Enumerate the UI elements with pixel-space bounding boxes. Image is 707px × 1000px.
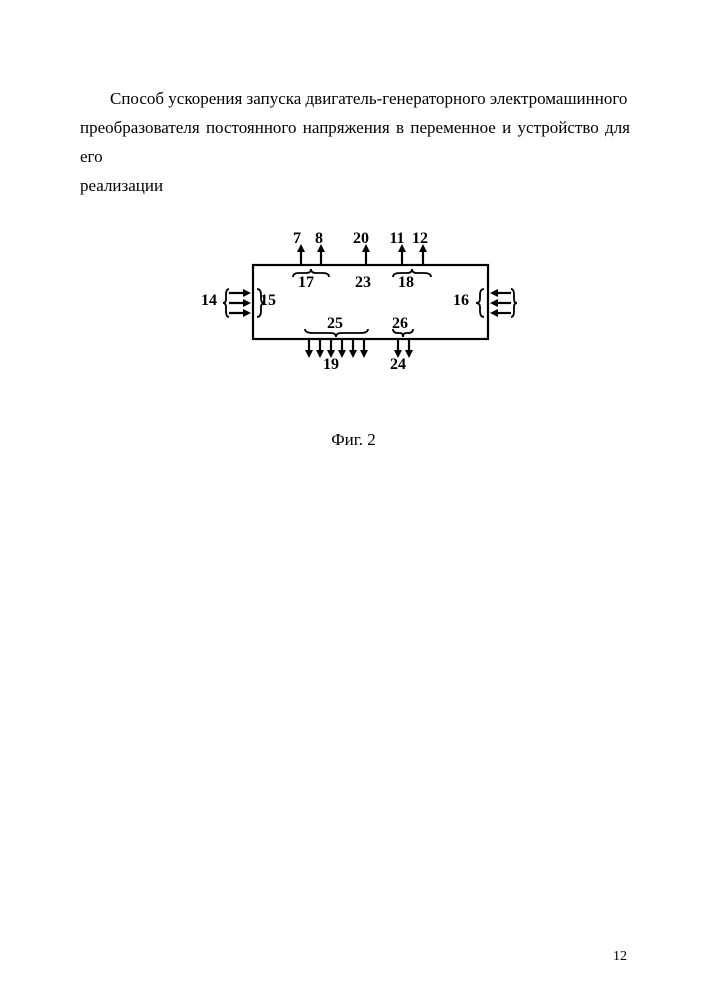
label-23: 23 — [355, 274, 371, 291]
arrow-up-11 — [398, 244, 406, 265]
label-16: 16 — [453, 292, 469, 309]
label-11: 11 — [389, 230, 404, 247]
arrow-up-7 — [297, 244, 305, 265]
label-14: 14 — [201, 292, 217, 309]
figure-2: 7 8 20 11 12 17 23 18 14 15 — [193, 215, 513, 415]
label-24: 24 — [390, 356, 406, 373]
title-block: Способ ускорения запуска двигатель-генер… — [80, 85, 630, 201]
label-20: 20 — [353, 230, 369, 247]
figure-caption: Фиг. 2 — [0, 430, 707, 450]
top-arrows — [297, 244, 427, 265]
label-26: 26 — [392, 315, 408, 332]
label-12: 12 — [412, 230, 428, 247]
label-8: 8 — [315, 230, 323, 247]
title-line-1: Способ ускорения запуска двигатель-генер… — [80, 85, 630, 114]
brace-right-outer — [511, 289, 517, 317]
page-number: 12 — [613, 949, 627, 965]
label-7: 7 — [293, 230, 301, 247]
page: Способ ускорения запуска двигатель-генер… — [0, 0, 707, 1000]
arrow-up-20 — [362, 244, 370, 265]
arrow-up-12 — [419, 244, 427, 265]
diagram-svg: 7 8 20 11 12 17 23 18 14 15 — [193, 215, 533, 385]
label-19: 19 — [323, 356, 339, 373]
label-18: 18 — [398, 274, 414, 291]
label-17: 17 — [298, 274, 314, 291]
title-line-2: преобразователя постоянного напряжения в… — [80, 114, 630, 172]
right-arrows — [490, 289, 511, 317]
brace-16 — [476, 289, 484, 317]
brace-14 — [223, 289, 229, 317]
label-15: 15 — [260, 292, 276, 309]
label-25: 25 — [327, 315, 343, 332]
title-line-3: реализации — [80, 172, 630, 201]
left-arrows — [229, 289, 251, 317]
arrow-up-8 — [317, 244, 325, 265]
